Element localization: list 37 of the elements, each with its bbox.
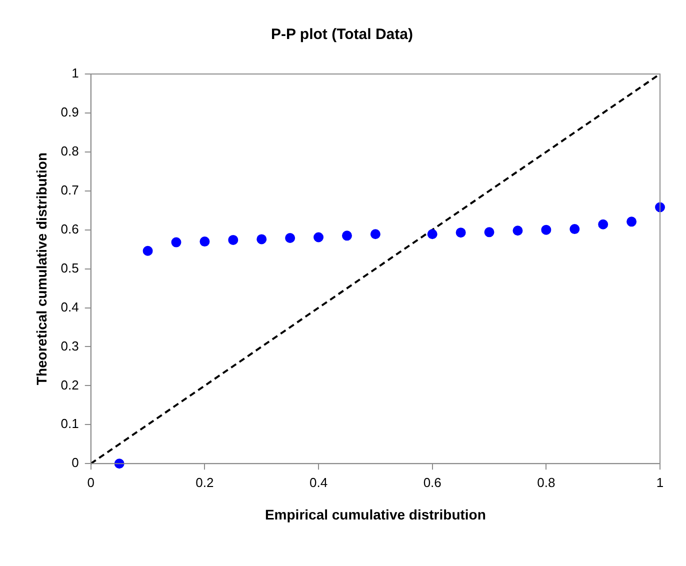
x-tick-label: 0.6 [423,474,442,490]
point [314,232,324,242]
y-tick-label: 0.5 [60,260,79,276]
y-axis-title: Theoretical cumulative distribution [33,152,50,386]
point [200,236,210,247]
y-tick-label: 0.3 [60,338,79,354]
y-tick-label: 0.8 [60,144,79,158]
point [598,219,608,230]
point [570,224,580,234]
y-tick-label: 0.9 [60,104,79,120]
point [541,224,552,235]
point [512,226,523,236]
y-tick-label: 0.4 [60,299,79,314]
y-tick-label: 0.7 [60,182,79,198]
x-axis-title: Empirical cumulative distribution [264,506,486,522]
x-tick-label: 0 [87,474,94,490]
point [484,227,494,238]
x-tick-label: 0.2 [196,474,214,490]
y-tick-label: 0 [72,455,79,470]
x-tick-label: 1 [656,474,664,490]
point [228,234,238,245]
x-tick-label: 0.4 [309,474,328,490]
point [456,228,466,238]
point [370,229,380,240]
y-tick-label: 1 [72,66,79,81]
chart-title: P-P plot (Total Data) [271,26,413,44]
x-tick-label: 0.8 [537,474,556,490]
y-tick-label: 0.1 [60,416,79,432]
point [626,216,637,227]
y-tick-label: 0.6 [60,221,79,236]
point [427,229,438,240]
point [142,246,153,256]
point [256,234,267,244]
point [285,233,296,244]
point [342,230,352,241]
y-tick-label: 0.2 [60,377,79,392]
point [171,237,182,248]
